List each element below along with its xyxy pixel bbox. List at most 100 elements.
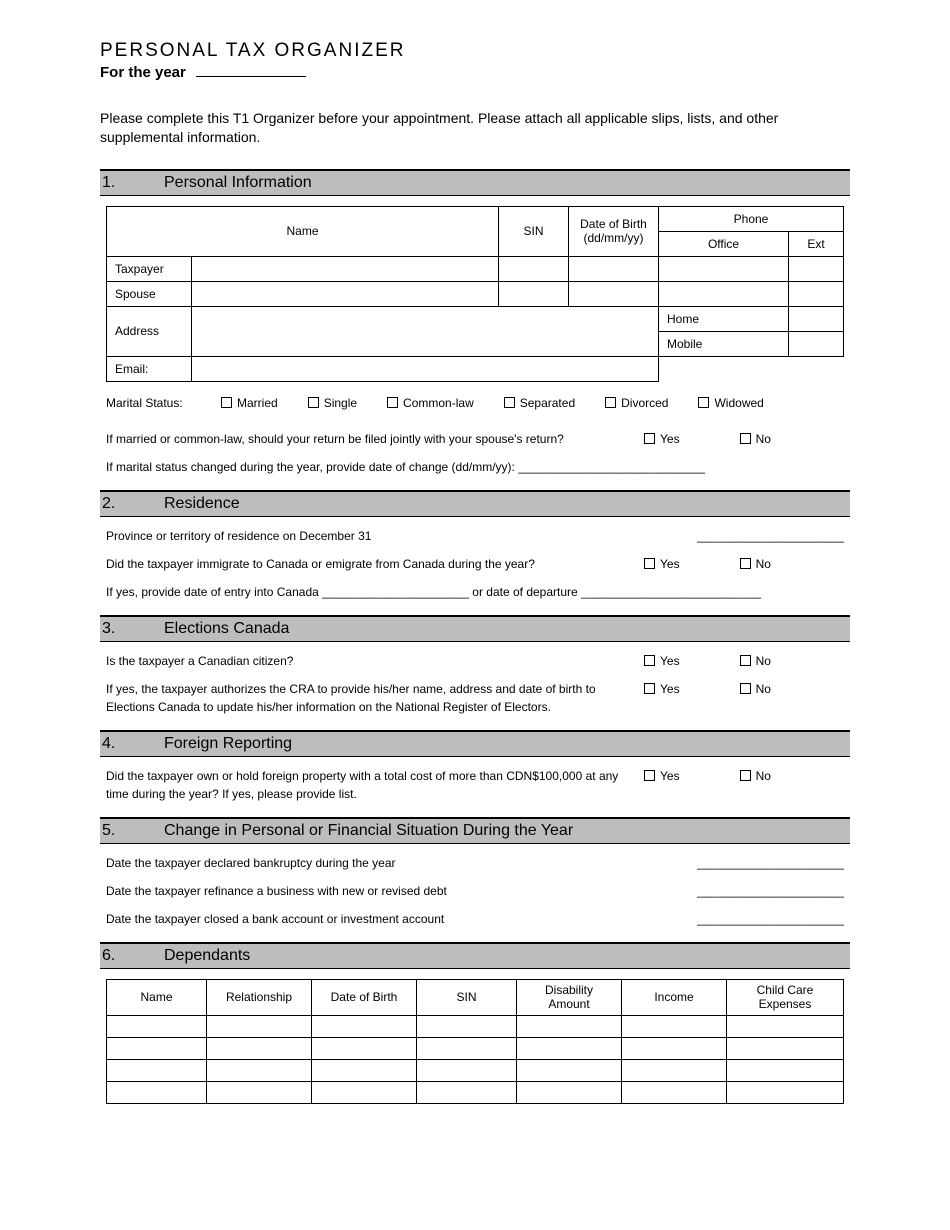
input-address[interactable] [192,306,659,356]
section-3-header: 3. Elections Canada [100,615,850,642]
opt-separated[interactable]: Separated [504,394,575,412]
section-1-num: 1. [102,174,164,192]
dep-row-2 [107,1037,844,1059]
q-citizen: Is the taxpayer a Canadian citizen? Yes … [106,652,844,670]
label-address: Address [107,306,192,356]
q-joint-return: If married or common-law, should your re… [106,430,844,448]
label-home: Home [659,306,789,331]
q-foreign: Did the taxpayer own or hold foreign pro… [106,767,844,803]
input-spouse-ext[interactable] [789,281,844,306]
personal-info-table: Name SIN Date of Birth (dd/mm/yy) Phone … [106,206,844,382]
section-5-header: 5. Change in Personal or Financial Situa… [100,817,850,844]
th-office: Office [659,231,789,256]
immigrate-no[interactable]: No [740,555,771,573]
elections-q1: Is the taxpayer a Canadian citizen? [106,652,644,670]
label-mobile: Mobile [659,331,789,356]
section-6-num: 6. [102,947,164,965]
authorize-yes[interactable]: Yes [644,680,680,698]
dep-row-3 [107,1059,844,1081]
th-dob: Date of Birth (dd/mm/yy) [569,206,659,256]
doc-subtitle: For the year [100,64,850,81]
residence-q1: Province or territory of residence on De… [106,527,371,545]
section-2-title: Residence [164,495,240,513]
page: PERSONAL TAX ORGANIZER For the year Plea… [0,0,950,1158]
q-joint-text: If married or common-law, should your re… [106,430,644,448]
section-2-header: 2. Residence [100,490,850,517]
input-spouse-sin[interactable] [499,281,569,306]
foreign-no[interactable]: No [740,767,771,785]
input-home-phone[interactable] [789,306,844,331]
change-q3-row: Date the taxpayer closed a bank account … [106,910,844,928]
dep-th-name: Name [107,979,207,1015]
change-q1-blank[interactable]: ______________________ [697,854,844,872]
input-taxpayer-name[interactable] [192,256,499,281]
section-5-num: 5. [102,822,164,840]
opt-widowed[interactable]: Widowed [698,394,763,412]
foreign-yes[interactable]: Yes [644,767,680,785]
dep-row-4 [107,1081,844,1103]
citizen-no[interactable]: No [740,652,771,670]
input-taxpayer-office[interactable] [659,256,789,281]
row-taxpayer: Taxpayer [107,256,844,281]
doc-title: PERSONAL TAX ORGANIZER [100,40,850,62]
section-6-header: 6. Dependants [100,942,850,969]
q-immigrate: Did the taxpayer immigrate to Canada or … [106,555,844,573]
year-input-line[interactable] [196,76,306,77]
opt-married[interactable]: Married [221,394,278,412]
section-4-num: 4. [102,735,164,753]
th-phone: Phone [659,206,844,231]
input-email[interactable] [192,356,659,381]
input-mobile-phone[interactable] [789,331,844,356]
input-spouse-name[interactable] [192,281,499,306]
section-1-title: Personal Information [164,174,312,192]
section-1-body: Name SIN Date of Birth (dd/mm/yy) Phone … [100,196,850,490]
residence-province-row: Province or territory of residence on De… [106,527,844,545]
section-2-body: Province or territory of residence on De… [100,517,850,615]
th-name: Name [107,206,499,256]
joint-yes[interactable]: Yes [644,430,680,448]
section-6-body: Name Relationship Date of Birth SIN Disa… [100,969,850,1118]
label-spouse: Spouse [107,281,192,306]
foreign-q1: Did the taxpayer own or hold foreign pro… [106,767,644,803]
section-2-num: 2. [102,495,164,513]
input-spouse-dob[interactable] [569,281,659,306]
th-sin: SIN [499,206,569,256]
opt-divorced[interactable]: Divorced [605,394,668,412]
authorize-no[interactable]: No [740,680,771,698]
section-4-title: Foreign Reporting [164,735,292,753]
change-q2-blank[interactable]: ______________________ [697,882,844,900]
change-q1-row: Date the taxpayer declared bankruptcy du… [106,854,844,872]
opt-single[interactable]: Single [308,394,357,412]
section-6-title: Dependants [164,947,250,965]
input-taxpayer-dob[interactable] [569,256,659,281]
section-3-title: Elections Canada [164,620,289,638]
th-ext: Ext [789,231,844,256]
dep-row-1 [107,1015,844,1037]
change-q1: Date the taxpayer declared bankruptcy du… [106,854,396,872]
dep-th-sin: SIN [417,979,517,1015]
section-3-num: 3. [102,620,164,638]
label-taxpayer: Taxpayer [107,256,192,281]
dependants-table: Name Relationship Date of Birth SIN Disa… [106,979,844,1104]
citizen-yes[interactable]: Yes [644,652,680,670]
input-taxpayer-sin[interactable] [499,256,569,281]
dep-th-dob: Date of Birth [312,979,417,1015]
row-address: Address Home [107,306,844,331]
elections-q2: If yes, the taxpayer authorizes the CRA … [106,680,644,716]
section-4-body: Did the taxpayer own or hold foreign pro… [100,757,850,817]
immigrate-yes[interactable]: Yes [644,555,680,573]
change-q3: Date the taxpayer closed a bank account … [106,910,444,928]
change-q2: Date the taxpayer refinance a business w… [106,882,447,900]
residence-q1-blank[interactable]: ______________________ [697,527,844,545]
section-5-body: Date the taxpayer declared bankruptcy du… [100,844,850,942]
opt-commonlaw[interactable]: Common-law [387,394,474,412]
row-email: Email: [107,356,844,381]
residence-q2: Did the taxpayer immigrate to Canada or … [106,555,644,573]
section-1-header: 1. Personal Information [100,169,850,196]
change-q3-blank[interactable]: ______________________ [697,910,844,928]
q-marital-change: If marital status changed during the yea… [106,458,844,476]
dep-th-disability: Disability Amount [517,979,622,1015]
input-taxpayer-ext[interactable] [789,256,844,281]
input-spouse-office[interactable] [659,281,789,306]
joint-no[interactable]: No [740,430,771,448]
